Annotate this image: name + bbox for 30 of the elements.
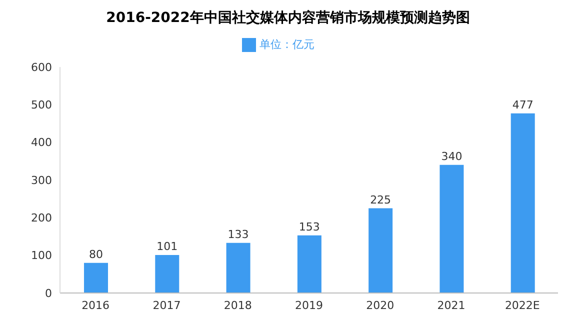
data-label: 133 [228, 228, 249, 241]
y-tick-label: 300 [31, 174, 52, 187]
data-label: 225 [370, 193, 392, 206]
data-label: 477 [512, 98, 534, 112]
bar [84, 262, 108, 293]
x-tick-label: 2022E [504, 298, 540, 312]
bar [155, 254, 180, 293]
x-tick-label: 2017 [152, 298, 181, 312]
bar [297, 235, 322, 293]
y-tick-label: 600 [31, 60, 52, 74]
y-tick-label: 400 [31, 136, 52, 150]
data-label: 340 [441, 150, 462, 163]
x-tick-label: 2018 [224, 298, 252, 312]
x-tick-label: 2021 [437, 298, 466, 312]
data-label: 80 [89, 248, 103, 261]
x-tick-label: 2016 [82, 298, 110, 312]
x-tick-label: 2019 [295, 298, 323, 312]
y-tick-label: 500 [31, 98, 52, 112]
data-label: 153 [298, 220, 320, 234]
bar [510, 113, 535, 293]
y-tick-label: 200 [31, 212, 52, 225]
y-tick-label: 100 [31, 249, 52, 262]
y-tick-label: 0 [45, 286, 52, 300]
legend-label: 单位：亿元 [260, 38, 314, 51]
chart-title: 2016-2022年中国社交媒体内容营销市场规模预测趋势图 [105, 8, 471, 28]
x-tick-label: 2020 [366, 298, 394, 312]
bar [368, 208, 393, 293]
data-label: 101 [156, 240, 178, 253]
bar [440, 164, 464, 293]
bar [226, 242, 250, 293]
